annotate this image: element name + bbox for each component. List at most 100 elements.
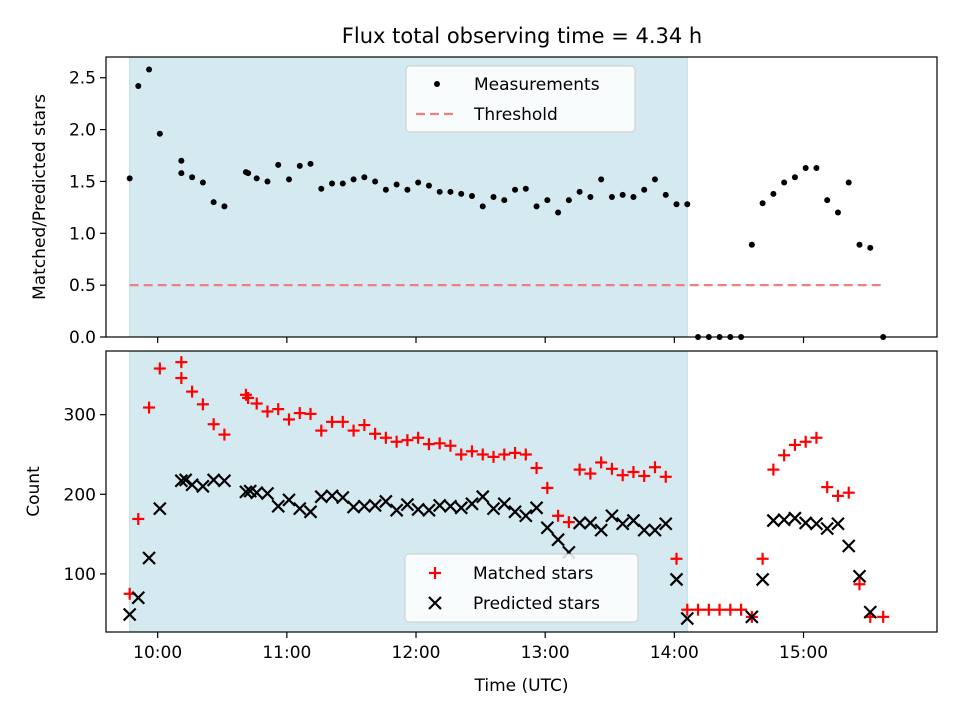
matched-star-point — [810, 431, 823, 444]
matched-star-point — [315, 424, 328, 437]
measurement-point — [372, 178, 379, 185]
matched-star-point — [293, 407, 306, 420]
measurement-point — [598, 176, 605, 183]
matched-star-point — [573, 463, 586, 476]
matched-star-point — [562, 516, 575, 529]
matched-star-point — [455, 448, 468, 461]
predicted-star-point — [325, 489, 339, 503]
matched-star-point — [207, 418, 220, 431]
x-axis-label: Time (UTC) — [474, 676, 569, 696]
measurement-point — [587, 194, 594, 200]
measurement-point — [393, 181, 400, 188]
measurement-point — [221, 203, 228, 210]
predicted-star-point — [174, 473, 189, 488]
predicted-star-point — [336, 490, 350, 505]
predicted-star-point — [131, 590, 146, 605]
predicted-star-point — [432, 498, 447, 513]
x-tick-label: 15:00 — [779, 643, 828, 663]
matched-star-point — [788, 438, 801, 451]
matched-star-point — [638, 469, 651, 482]
matched-star-point — [724, 603, 737, 616]
predicted-star-point — [669, 572, 684, 587]
predicted-star-point — [357, 499, 372, 514]
measurement-point — [501, 197, 508, 204]
measurement-point — [834, 209, 841, 216]
matched-star-point — [272, 403, 285, 416]
predicted-star-point — [766, 513, 781, 528]
predicted-stars-points — [122, 473, 878, 626]
predicted-star-point — [637, 523, 651, 537]
measurement-point — [329, 180, 336, 187]
predicted-star-point — [745, 610, 759, 624]
ratio-panel: 0.0 0.5 1.0 1.5 2.0 2.5 Matched/Predicted sta… — [30, 56, 938, 348]
ratio-plot-frame — [105, 56, 938, 338]
predicted-star-point — [583, 516, 598, 530]
measurement-point — [307, 160, 314, 167]
predicted-star-point — [680, 611, 695, 626]
matched-star-point — [595, 456, 608, 469]
ratio-y-tick-label: 0.5 — [69, 276, 96, 296]
count-legend: Matched stars Predicted stars — [404, 553, 639, 623]
measurement-point — [264, 178, 271, 185]
matched-star-point — [412, 431, 425, 444]
measurement-point — [156, 130, 163, 137]
matched-star-point — [476, 448, 489, 461]
measurement-point — [361, 174, 368, 181]
measurement-point — [781, 179, 788, 186]
matched-star-point — [877, 610, 890, 623]
predicted-star-point — [852, 569, 867, 584]
measurement-point — [662, 191, 669, 198]
measurement-point — [350, 176, 357, 183]
matched-star-point — [670, 552, 683, 565]
legend-matched-label: Matched stars — [473, 564, 593, 584]
matched-star-point — [143, 401, 156, 414]
measurement-point — [339, 180, 346, 187]
ratio-legend: Measurements Threshold — [405, 65, 636, 133]
matched-star-point — [756, 552, 769, 565]
matched-star-point — [242, 391, 255, 404]
predicted-star-point — [798, 516, 813, 530]
measurement-point — [447, 188, 454, 195]
predicted-star-point — [626, 513, 641, 528]
matched-star-point — [261, 405, 274, 418]
measurement-point — [522, 185, 529, 192]
measurement-point — [189, 174, 196, 181]
predicted-star-point — [142, 551, 156, 565]
legend-measurements-marker — [434, 81, 440, 87]
count-legend-frame — [404, 553, 639, 623]
predicted-star-point — [475, 489, 490, 504]
measurement-point — [651, 176, 658, 183]
matched-star-point — [659, 470, 672, 483]
predicted-star-point — [400, 497, 415, 512]
measurement-point — [673, 201, 680, 208]
predicted-star-point — [196, 479, 210, 494]
measurement-point — [436, 188, 443, 195]
matched-star-point — [821, 481, 834, 494]
matched-star-point — [831, 489, 844, 502]
matched-star-point — [519, 448, 532, 461]
matched-star-point — [379, 431, 392, 444]
predicted-star-point — [658, 516, 673, 531]
predicted-star-point — [508, 505, 522, 519]
predicted-star-point — [292, 501, 307, 516]
matched-star-point — [186, 385, 199, 398]
predicted-star-point — [454, 501, 468, 515]
measurement-point — [512, 186, 519, 193]
measurement-point — [684, 201, 691, 208]
measurement-point — [253, 175, 260, 182]
predicted-star-point — [465, 497, 479, 511]
predicted-star-point — [755, 572, 770, 587]
measurement-point — [404, 186, 411, 193]
predicted-star-point — [206, 473, 221, 487]
count-plot-frame — [105, 350, 938, 633]
matched-star-point — [401, 434, 414, 447]
measurement-point — [813, 164, 820, 171]
ratio-y-ticks: 0.0 0.5 1.0 1.5 2.0 2.5 — [69, 69, 106, 348]
matched-star-point — [530, 462, 543, 475]
predicted-star-point — [519, 509, 533, 523]
ratio-y-tick-label: 2.5 — [69, 69, 96, 89]
measurement-point — [425, 182, 432, 189]
measurement-point — [748, 241, 755, 248]
measurement-point — [135, 83, 142, 90]
measurement-point — [770, 190, 777, 197]
